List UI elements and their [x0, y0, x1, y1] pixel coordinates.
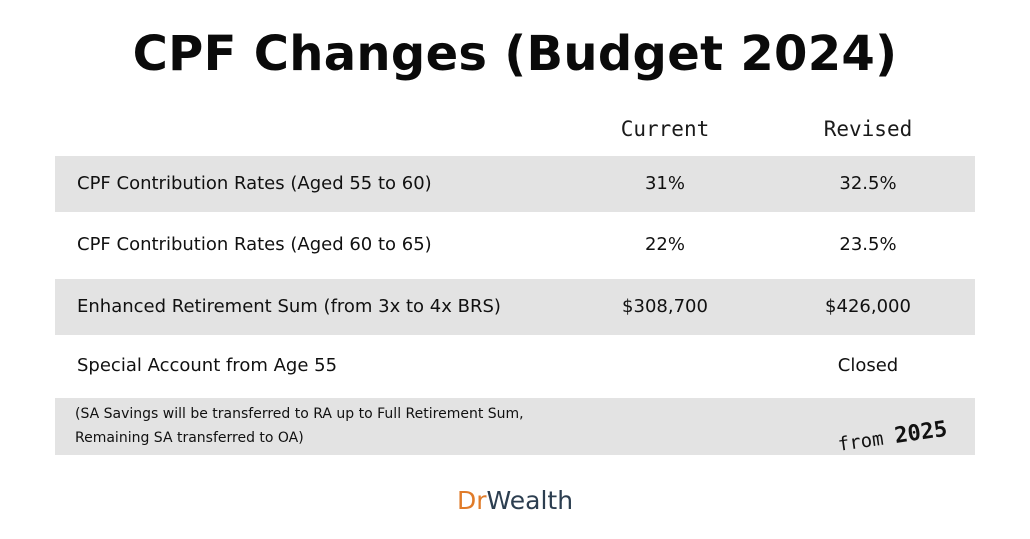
table-row: Special Account from Age 55 Closed [55, 338, 975, 394]
brand-dr: Dr [456, 486, 487, 515]
note-line-1: (SA Savings will be transferred to RA up… [75, 406, 524, 422]
table-row: CPF Contribution Rates (Aged 55 to 60) 3… [55, 156, 975, 212]
row-revised-value: Closed [837, 355, 899, 376]
brand-wealth: Wealth [486, 486, 574, 515]
table-row: CPF Contribution Rates (Aged 60 to 65) 2… [55, 217, 975, 273]
row-current-value: $308,700 [622, 296, 708, 317]
row-revised-value: 32.5% [839, 173, 897, 194]
row-current-value: 31% [644, 173, 685, 194]
page-title: CPF Changes (Budget 2024) [132, 26, 898, 82]
row-label: CPF Contribution Rates (Aged 60 to 65) [77, 234, 432, 255]
row-current-value [585, 338, 745, 394]
row-current-value: 22% [644, 234, 685, 255]
brand-logo: DrWealth [0, 486, 1030, 515]
row-label: Enhanced Retirement Sum (from 3x to 4x B… [77, 296, 501, 317]
table-row: Enhanced Retirement Sum (from 3x to 4x B… [55, 279, 975, 335]
note-text: (SA Savings will be transferred to RA up… [75, 402, 524, 450]
note-row [55, 398, 975, 455]
note-line-2: Remaining SA transferred to OA) [75, 430, 304, 446]
column-header-current: Current [620, 117, 710, 141]
row-label: CPF Contribution Rates (Aged 55 to 60) [77, 173, 432, 194]
row-revised-value: $426,000 [825, 296, 911, 317]
column-header-revised: Revised [823, 117, 913, 141]
row-label: Special Account from Age 55 [77, 355, 338, 376]
row-revised-value: 23.5% [839, 234, 897, 255]
